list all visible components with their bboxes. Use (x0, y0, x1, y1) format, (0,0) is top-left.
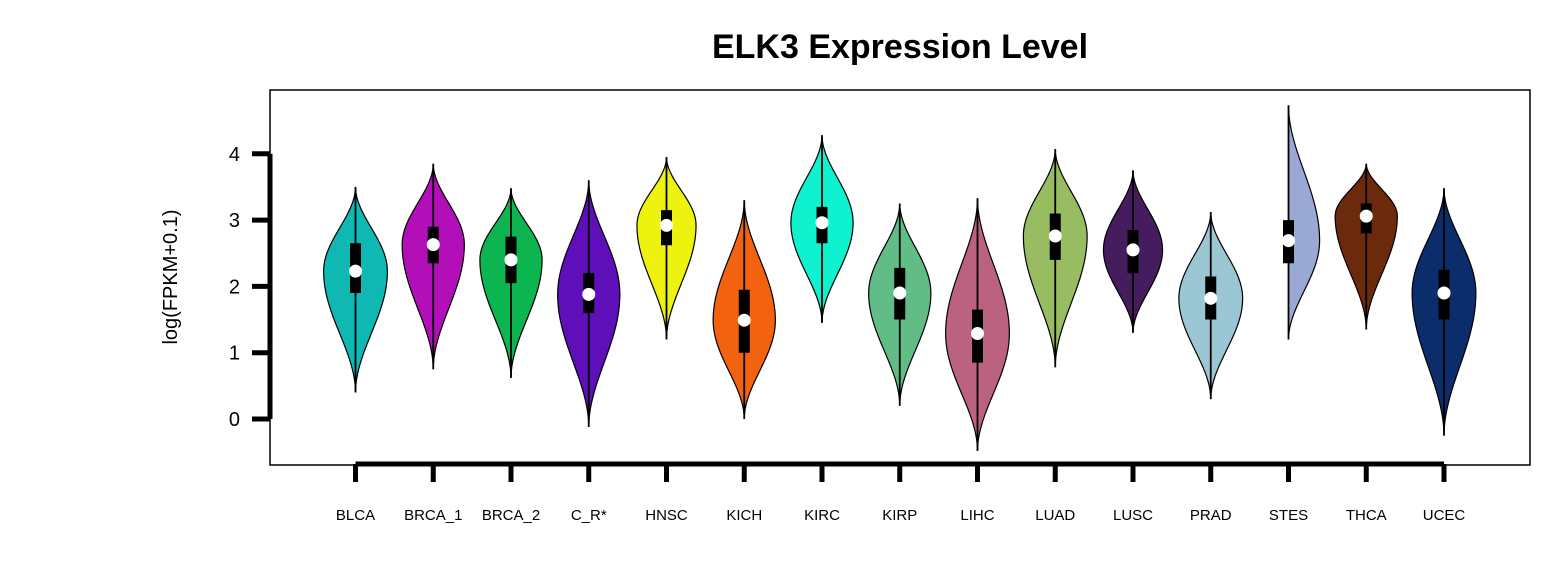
y-tick-label: 4 (229, 144, 240, 166)
x-axis: BLCA BRCA_1 BRCA_2 C_R* HNSC KICH KIRC KIRP LIHC… (336, 461, 1466, 524)
violin-thca (1334, 163, 1398, 330)
x-tick-label: PRAD (1190, 507, 1232, 524)
violin-median-point (815, 216, 829, 230)
x-tick-label: HNSC (645, 507, 688, 524)
violin-median-point (1126, 243, 1140, 257)
violin-kich (712, 200, 776, 420)
y-tick-label: 1 (229, 343, 240, 365)
x-tick-label: KICH (726, 507, 762, 524)
x-tick-label: LUSC (1113, 507, 1153, 524)
violin-brca-1 (401, 163, 465, 370)
x-tick-label: BRCA_2 (482, 507, 540, 524)
violin-median-point (737, 313, 751, 327)
violin-median-point (1359, 209, 1373, 223)
violin-lihc (945, 198, 1010, 451)
violin-median-point (893, 286, 907, 300)
x-tick-label: LIHC (960, 507, 994, 524)
x-tick-label: STES (1269, 507, 1308, 524)
violin-blca (323, 186, 388, 393)
x-tick-label: UCEC (1423, 507, 1466, 524)
violin-prad (1178, 212, 1244, 400)
y-tick-label: 0 (229, 409, 240, 431)
x-tick-label: BRCA_1 (404, 507, 462, 524)
violin-lusc (1102, 170, 1164, 333)
violin-body (1287, 105, 1321, 336)
chart-title: ELK3 Expression Level (712, 28, 1088, 66)
violin-median-point (971, 326, 984, 340)
violin-median-point (1204, 291, 1218, 305)
violin-brca-2 (479, 188, 543, 378)
violin-median-point (1437, 286, 1451, 300)
y-tick-label: 3 (229, 210, 240, 232)
x-tick-label: BLCA (336, 507, 375, 524)
violin-c-r- (557, 180, 621, 427)
violins (323, 105, 1477, 451)
violin-kirc (790, 135, 854, 323)
violin-median-point (660, 218, 673, 232)
violin-hnsc (636, 157, 697, 340)
violin-median-point (349, 264, 362, 278)
x-tick-label: C_R* (571, 507, 607, 524)
violin-stes (1282, 105, 1321, 340)
y-axis: 0 1 2 3 4 (229, 144, 273, 431)
violin-ucec (1411, 188, 1477, 436)
violin-median-point (582, 287, 596, 301)
violin-kirp (868, 203, 932, 406)
violin-median-point (1282, 234, 1295, 248)
x-tick-label: LUAD (1035, 507, 1075, 524)
violin-median-point (1048, 229, 1062, 243)
x-tick-label: THCA (1346, 507, 1387, 524)
x-tick-label: KIRC (804, 507, 840, 524)
violin-median-point (426, 238, 440, 252)
violin-luad (1022, 149, 1088, 368)
y-tick-label: 2 (229, 276, 240, 298)
x-tick-label: KIRP (882, 507, 917, 524)
violin-median-point (504, 253, 518, 267)
y-axis-label: log(FPKM+0.1) (160, 209, 182, 344)
